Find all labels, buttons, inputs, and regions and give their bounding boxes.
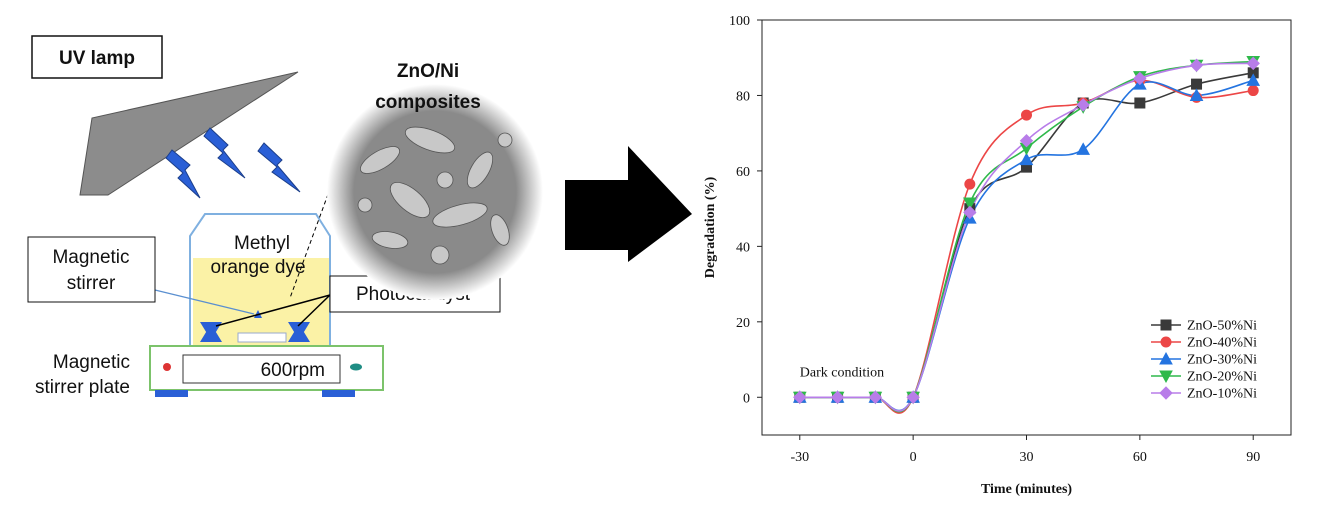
marker: [1019, 152, 1034, 166]
marker: [1191, 78, 1203, 90]
chart: 0 20 40 60 80 100 -30 0 30 60 90 Time (minutes) Degr…: [703, 14, 1292, 497]
uv-lamp-shape: [79, 71, 299, 196]
y-tick-label: 80: [736, 89, 750, 104]
y-axis-label: Degradation (%): [703, 176, 718, 278]
marker: [1189, 58, 1204, 72]
beaker: [189, 213, 331, 346]
marker: [1189, 88, 1204, 101]
x-axis-label: Time (minutes): [981, 482, 1072, 497]
y-tick-label: 100: [729, 14, 750, 29]
marker: [1133, 71, 1147, 86]
x-tick-label: 60: [1133, 450, 1147, 465]
legend-label: ZnO-50%Ni: [1187, 319, 1257, 334]
marker: [1247, 85, 1259, 97]
marker: [964, 178, 976, 190]
legend-marker: [1159, 351, 1173, 365]
dye-label: orange dye: [210, 257, 305, 278]
legend-marker: [1160, 319, 1172, 331]
sem-image: [327, 84, 543, 300]
grain: [389, 182, 431, 218]
plate-label: stirrer plate: [35, 377, 130, 398]
legend-label: ZnO-20%Ni: [1187, 370, 1257, 385]
speed-label: 600rpm: [261, 360, 325, 381]
marker: [868, 390, 883, 404]
marker: [793, 390, 807, 404]
big-arrow: [565, 146, 692, 262]
particle: [200, 324, 222, 342]
knob: [350, 363, 362, 371]
marker: [962, 197, 977, 211]
legend-label: ZnO-30%Ni: [1187, 353, 1257, 368]
legend-marker: [1159, 386, 1173, 400]
marker: [1246, 73, 1261, 86]
marker: [1076, 98, 1090, 112]
plate-label: Magnetic: [53, 352, 130, 373]
marker: [1019, 134, 1034, 148]
speed-display: [182, 354, 341, 384]
marker: [1134, 97, 1146, 109]
plate-foot: [155, 390, 188, 397]
grain: [436, 171, 454, 189]
x-tick-label: 0: [910, 450, 917, 465]
grain: [466, 151, 494, 189]
uv-rays: [165, 127, 301, 199]
legend-label: ZnO-10%Ni: [1187, 387, 1257, 402]
x-tick-label: 90: [1246, 450, 1260, 465]
y-tick-label: 0: [743, 391, 750, 406]
y-tick-label: 60: [736, 165, 750, 180]
uv-ray: [203, 127, 246, 179]
y-tick-label: 40: [736, 240, 750, 255]
grain: [360, 146, 400, 174]
grain: [497, 132, 513, 148]
legend-marker: [1159, 370, 1173, 384]
grain: [430, 245, 450, 265]
stirrer-box: [27, 236, 156, 303]
pointer: [289, 147, 346, 299]
sem-grains: [357, 126, 513, 265]
pointer: [215, 294, 331, 327]
marker: [830, 390, 845, 404]
uv-lamp-box: [31, 35, 163, 79]
annotation: Dark condition: [800, 365, 884, 380]
composite-label: composites: [375, 92, 481, 113]
grain: [357, 197, 373, 213]
uv-ray: [165, 149, 201, 199]
marker: [1246, 56, 1260, 71]
stir-bar: [237, 332, 287, 343]
pointer: [297, 294, 331, 327]
marker: [1021, 109, 1032, 121]
grain: [371, 231, 409, 249]
marker: [1076, 142, 1091, 155]
y-tick-label: 20: [736, 316, 750, 331]
stirrer-label: Magnetic: [52, 247, 129, 268]
series-line: [799, 62, 1254, 412]
marker: [963, 205, 977, 220]
legend-marker: [1160, 336, 1172, 348]
dye-label: Methyl: [234, 233, 290, 254]
stirrer-label: stirrer: [67, 273, 116, 294]
legend-label: ZnO-40%Ni: [1187, 336, 1257, 351]
grain: [490, 214, 510, 246]
uv-ray: [257, 142, 301, 193]
grain: [432, 202, 488, 228]
knob: [163, 363, 171, 371]
grain: [404, 126, 456, 154]
plate-foot: [322, 390, 355, 397]
marker: [906, 390, 920, 404]
x-tick-label: -30: [790, 450, 809, 465]
particle: [288, 324, 310, 342]
pointer: [154, 289, 255, 315]
uv-lamp-label: UV lamp: [59, 48, 135, 69]
composite-label: ZnO/Ni: [397, 61, 459, 82]
x-tick-label: 30: [1020, 450, 1034, 465]
